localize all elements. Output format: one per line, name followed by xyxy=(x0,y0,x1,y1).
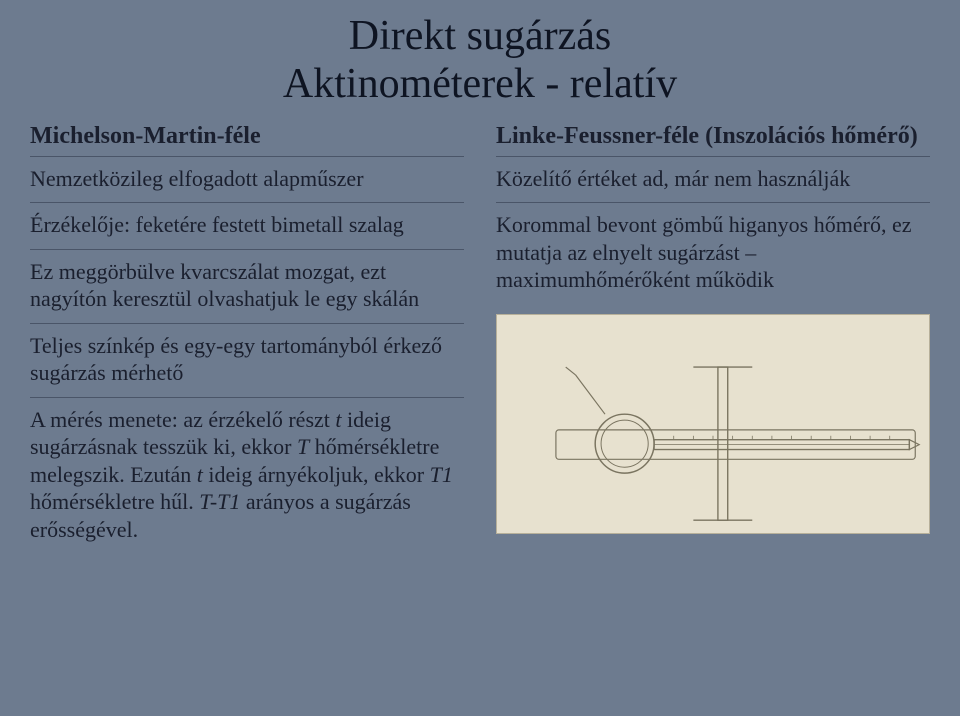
right-item-0: Közelítő értéket ad, már nem használják xyxy=(496,159,930,201)
left-heading: Michelson-Martin-féle xyxy=(30,123,464,150)
m-TT1: T-T1 xyxy=(199,489,240,514)
right-heading: Linke-Feussner-féle (Inszolációs hőmérő) xyxy=(496,123,930,150)
left-item-3: Teljes színkép és egy-egy tartományból é… xyxy=(30,326,464,395)
m-mid3: ideig árnyékoljuk, ekkor xyxy=(203,462,430,487)
divider xyxy=(30,397,464,398)
left-measurement: A mérés menete: az érzékelő részt t idei… xyxy=(30,400,464,552)
title-block: Direkt sugárzás Aktinométerek - relatív xyxy=(30,12,930,109)
columns: Michelson-Martin-féle Nemzetközileg elfo… xyxy=(30,123,930,552)
divider xyxy=(30,156,464,157)
divider xyxy=(30,249,464,250)
divider xyxy=(496,202,930,203)
title-line-1: Direkt sugárzás xyxy=(30,12,930,60)
thermometer-svg xyxy=(497,315,929,533)
left-item-2: Ez meggörbülve kvarcszálat mozgat, ezt n… xyxy=(30,252,464,321)
title-line-2: Aktinométerek - relatív xyxy=(30,60,930,108)
m-T: T xyxy=(297,434,309,459)
m-mid4: hőmérsékletre hűl. xyxy=(30,489,199,514)
divider xyxy=(30,202,464,203)
m-prefix: A mérés menete: az érzékelő részt xyxy=(30,407,335,432)
thermometer-figure xyxy=(496,314,930,534)
divider xyxy=(30,323,464,324)
slide: Direkt sugárzás Aktinométerek - relatív … xyxy=(0,0,960,716)
right-column: Linke-Feussner-féle (Inszolációs hőmérő)… xyxy=(496,123,930,552)
left-item-0: Nemzetközileg elfogadott alapműszer xyxy=(30,159,464,201)
m-T1: T1 xyxy=(430,462,453,487)
divider xyxy=(496,156,930,157)
left-column: Michelson-Martin-féle Nemzetközileg elfo… xyxy=(30,123,464,552)
right-item-1: Korommal bevont gömbű higanyos hőmérő, e… xyxy=(496,205,930,302)
left-item-1: Érzékelője: feketére festett bimetall sz… xyxy=(30,205,464,247)
